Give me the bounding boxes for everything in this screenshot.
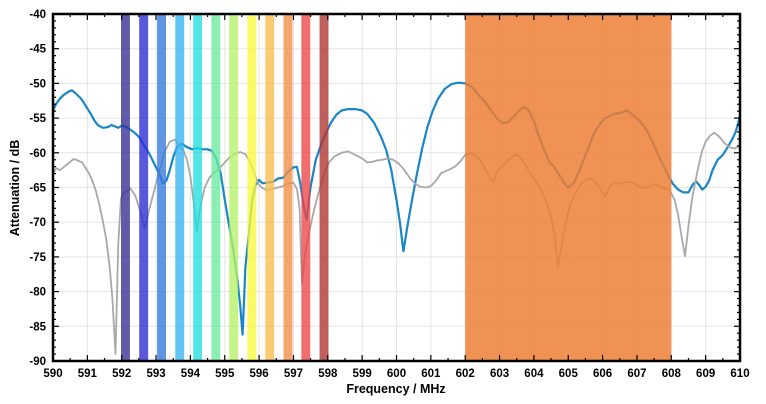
y-tick-label: -65 <box>29 183 46 195</box>
x-tick-label: 594 <box>181 368 201 380</box>
y-tick-label: -60 <box>29 148 46 160</box>
x-tick-label: 604 <box>524 368 544 380</box>
x-tick-label: 609 <box>696 368 715 380</box>
y-tick-label: -55 <box>29 113 46 125</box>
channel-band-5 <box>193 14 203 361</box>
x-tick-label: 610 <box>730 368 749 380</box>
x-tick-label: 602 <box>456 368 475 380</box>
x-tick-label: 590 <box>43 368 62 380</box>
x-tick-label: 606 <box>593 368 612 380</box>
x-tick-label: 591 <box>78 368 98 380</box>
channel-band-3 <box>157 14 167 361</box>
x-tick-label: 595 <box>215 368 235 380</box>
channel-band-1 <box>121 14 130 361</box>
channel-band-7 <box>229 14 239 361</box>
x-tick-label: 597 <box>284 368 303 380</box>
x-tick-label: 600 <box>387 368 406 380</box>
x-tick-label: 596 <box>250 368 269 380</box>
x-tick-label: 592 <box>112 368 131 380</box>
x-tick-label: 593 <box>146 368 165 380</box>
y-tick-label: -50 <box>29 78 46 90</box>
channel-band-2 <box>139 14 149 361</box>
y-tick-label: -70 <box>29 217 46 229</box>
x-tick-label: 601 <box>421 368 441 380</box>
x-tick-label: 599 <box>353 368 372 380</box>
x-tick-label: 608 <box>662 368 682 380</box>
y-axis-label: Attenuation / dB <box>8 139 22 237</box>
channel-band-12 <box>319 14 329 361</box>
channel-band-6 <box>211 14 221 361</box>
x-axis-label: Frequency / MHz <box>346 382 446 396</box>
highlight-region <box>465 14 672 361</box>
y-tick-label: -75 <box>29 252 46 264</box>
x-tick-label: 607 <box>627 368 646 380</box>
channel-band-4 <box>175 14 185 361</box>
x-tick-label: 603 <box>490 368 509 380</box>
channel-band-8 <box>247 14 257 361</box>
y-tick-label: -40 <box>29 9 46 21</box>
y-tick-label: -85 <box>29 321 46 333</box>
y-tick-label: -90 <box>29 356 46 368</box>
channel-band-9 <box>265 14 275 361</box>
channel-band-10 <box>283 14 293 361</box>
x-tick-label: 598 <box>318 368 338 380</box>
y-tick-label: -45 <box>29 44 46 56</box>
channel-band-11 <box>301 14 311 361</box>
x-tick-label: 605 <box>559 368 579 380</box>
y-tick-label: -80 <box>29 287 46 299</box>
